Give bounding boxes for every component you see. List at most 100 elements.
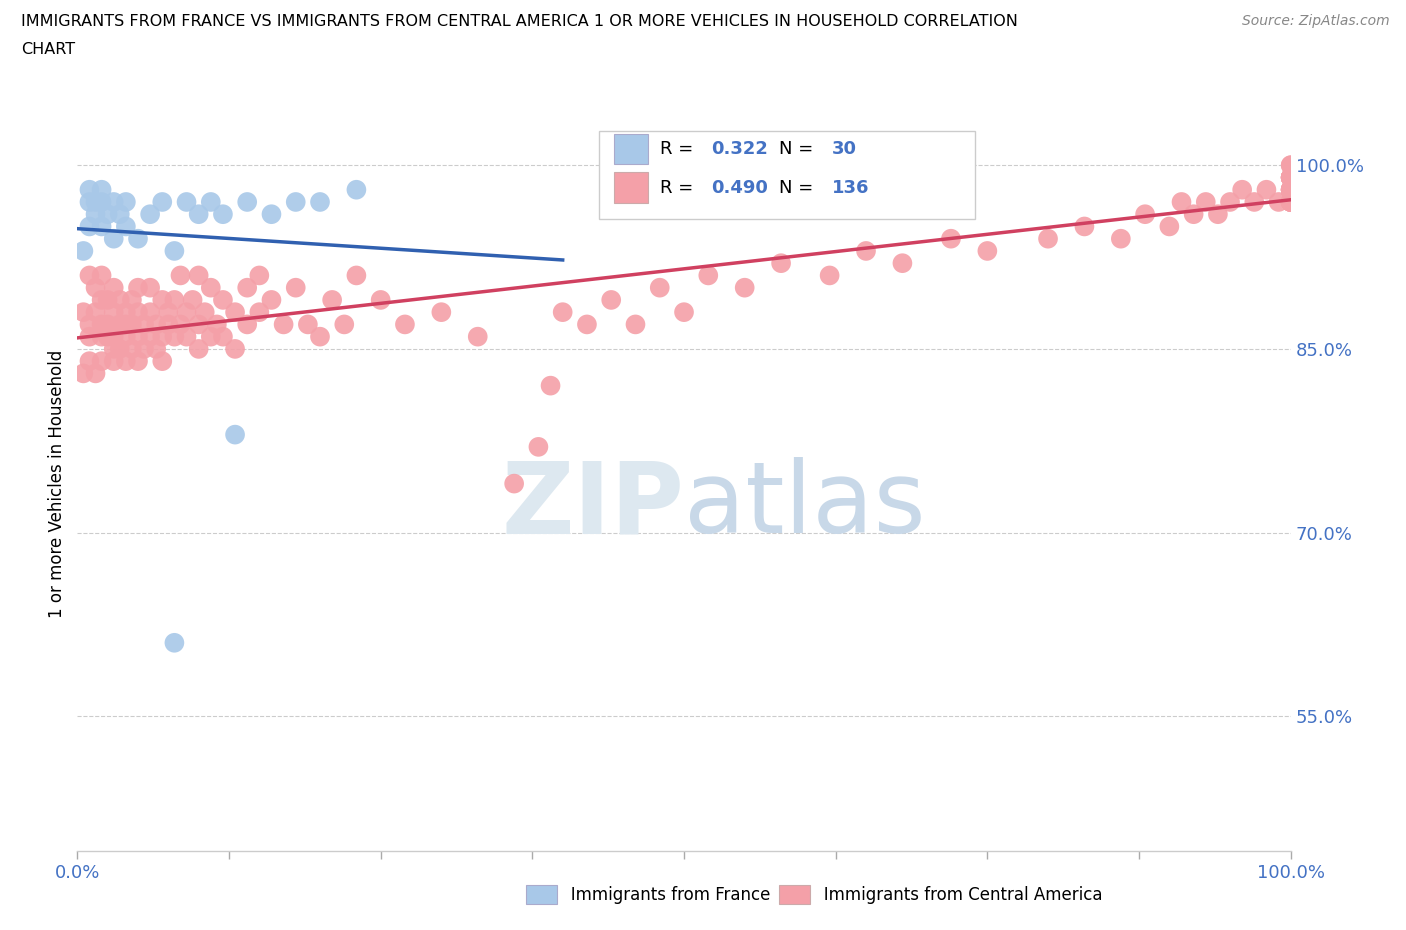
Point [79, 219, 101, 234]
Point [97, 206, 120, 221]
Point [1109, 232, 1132, 246]
Text: Immigrants from France: Immigrants from France [534, 885, 770, 904]
Text: CHART: CHART [21, 42, 75, 57]
Point [247, 268, 270, 283]
Point [1279, 170, 1302, 185]
Point [1279, 182, 1302, 197]
Point [939, 232, 962, 246]
Point [176, 194, 198, 209]
Point [127, 353, 149, 368]
Point [770, 256, 793, 271]
Point [127, 232, 149, 246]
Point [1279, 194, 1302, 209]
Point [1230, 182, 1253, 197]
Point [284, 194, 307, 209]
Point [90, 317, 112, 332]
FancyBboxPatch shape [599, 131, 976, 219]
Point [430, 305, 453, 320]
Point [139, 305, 162, 320]
Point [1279, 170, 1302, 185]
Point [108, 341, 131, 356]
Point [103, 341, 125, 356]
Point [273, 317, 295, 332]
Point [600, 292, 623, 307]
Point [394, 317, 416, 332]
Point [187, 206, 209, 221]
Point [1243, 194, 1265, 209]
Point [236, 317, 259, 332]
Point [224, 427, 246, 442]
Point [150, 194, 173, 209]
Point [79, 317, 101, 332]
Point [260, 206, 283, 221]
Point [200, 329, 222, 344]
Point [127, 329, 149, 344]
Point [176, 329, 198, 344]
Text: N =: N = [779, 179, 818, 197]
Point [309, 329, 332, 344]
Point [1279, 182, 1302, 197]
Point [79, 194, 101, 209]
Point [818, 268, 841, 283]
Point [150, 329, 173, 344]
Text: 136: 136 [832, 179, 869, 197]
Point [187, 341, 209, 356]
Point [1036, 232, 1059, 246]
Point [97, 329, 120, 344]
Point [551, 305, 574, 320]
Point [103, 280, 125, 295]
Text: R =: R = [659, 179, 699, 197]
Point [976, 244, 998, 259]
Point [1279, 194, 1302, 209]
Point [108, 206, 131, 221]
Point [103, 353, 125, 368]
Text: 0.322: 0.322 [710, 140, 768, 158]
Point [1279, 170, 1302, 185]
Point [1159, 219, 1181, 234]
Point [139, 280, 162, 295]
Point [103, 305, 125, 320]
Point [181, 292, 204, 307]
Point [333, 317, 356, 332]
Point [540, 379, 562, 393]
Point [527, 440, 550, 455]
Point [1279, 182, 1302, 197]
Point [1279, 170, 1302, 185]
Point [1279, 194, 1302, 209]
Point [673, 305, 696, 320]
Point [1219, 194, 1241, 209]
Point [115, 329, 138, 344]
Point [284, 280, 307, 295]
Point [72, 305, 94, 320]
Point [115, 194, 138, 209]
Point [1279, 170, 1302, 185]
Point [150, 292, 173, 307]
Point [1279, 182, 1302, 197]
Point [1279, 182, 1302, 197]
Point [855, 244, 877, 259]
Point [115, 219, 138, 234]
Point [169, 268, 191, 283]
Point [139, 329, 162, 344]
Point [150, 353, 173, 368]
Point [212, 292, 235, 307]
Point [79, 182, 101, 197]
Point [575, 317, 598, 332]
Point [90, 182, 112, 197]
Point [97, 292, 120, 307]
Point [84, 194, 107, 209]
Point [212, 206, 235, 221]
Point [157, 305, 180, 320]
Point [90, 353, 112, 368]
Point [79, 329, 101, 344]
Point [200, 194, 222, 209]
Point [176, 305, 198, 320]
Point [1133, 206, 1156, 221]
Point [1195, 194, 1218, 209]
Point [90, 329, 112, 344]
Point [1279, 182, 1302, 197]
Point [115, 317, 138, 332]
Point [321, 292, 343, 307]
Point [297, 317, 319, 332]
Point [1279, 182, 1302, 197]
